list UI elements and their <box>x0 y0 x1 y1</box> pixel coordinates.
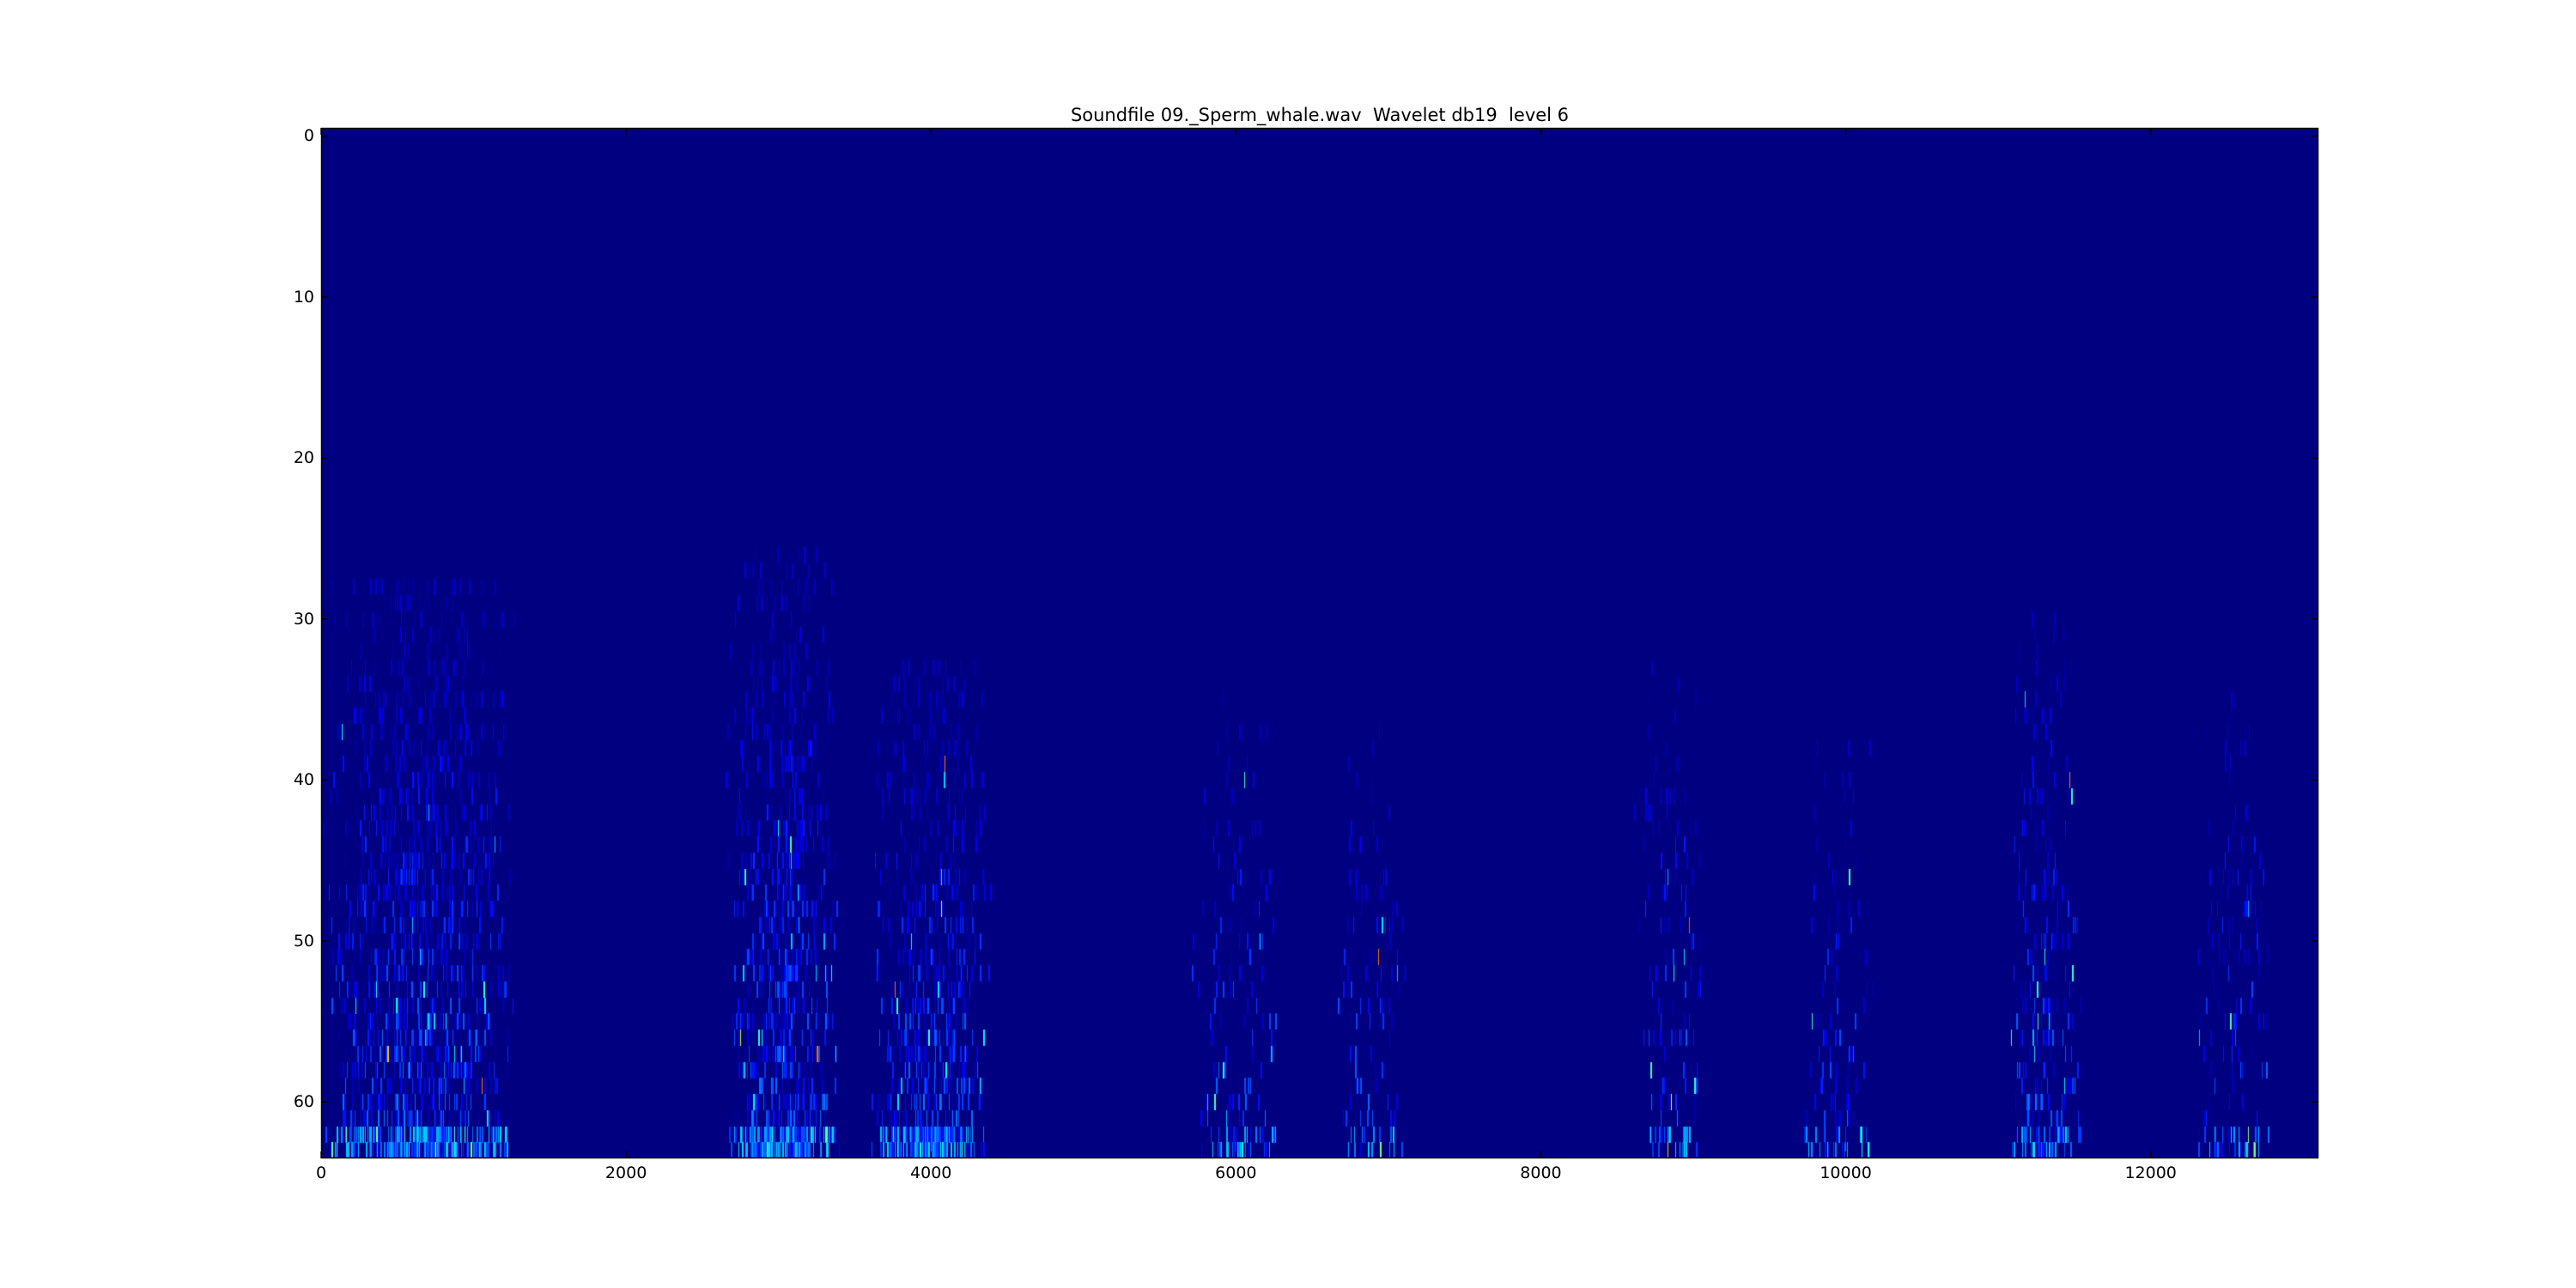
x-tick-label: 4000 <box>910 1163 952 1182</box>
y-tick-label: 0 <box>303 126 314 146</box>
y-tick-label: 50 <box>293 931 314 951</box>
x-tick-label: 12000 <box>2124 1163 2177 1182</box>
chart-title: Soundfile 09._Sperm_whale.wav Wavelet db… <box>1070 105 1570 125</box>
x-tick-label: 6000 <box>1215 1163 1257 1182</box>
y-tick-label: 20 <box>293 448 314 468</box>
x-tick-label: 10000 <box>1820 1163 1872 1182</box>
y-tick-label: 40 <box>293 770 314 790</box>
axes-frame <box>320 127 2319 1159</box>
plot-area: 0 2000 4000 6000 8000 10000 12000 0 10 20 30 40 50 60 <box>294 126 2319 1182</box>
y-tick-label: 10 <box>293 287 314 307</box>
y-tick-label: 30 <box>293 609 314 629</box>
x-tick-label: 8000 <box>1520 1163 1562 1182</box>
y-tick-label: 60 <box>293 1092 314 1112</box>
x-tick-label: 2000 <box>605 1163 647 1182</box>
x-tick-label: 0 <box>315 1163 327 1182</box>
axes-border <box>320 127 2319 1159</box>
heatmap-image <box>321 128 2318 1158</box>
